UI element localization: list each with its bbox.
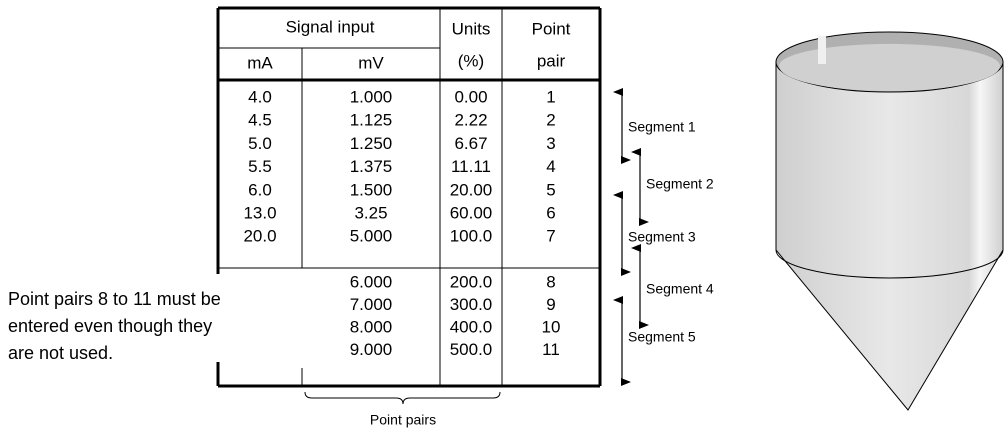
cell: 5.000 <box>350 227 393 246</box>
cell: 5 <box>546 180 555 199</box>
brace-label: Point pairs <box>370 412 436 428</box>
segment-label: Segment 3 <box>628 229 696 245</box>
header: Signal input <box>286 17 375 36</box>
header: pair <box>537 51 566 70</box>
cell: 11 <box>542 340 560 359</box>
cell: 100.0 <box>450 227 493 246</box>
cell: 5.0 <box>248 134 272 153</box>
cell: 3.25 <box>354 203 387 222</box>
cell: 4.0 <box>248 87 272 106</box>
cell: 7.000 <box>350 295 393 314</box>
cell: 1.125 <box>350 111 393 130</box>
cell: 8 <box>546 272 555 291</box>
table-frame <box>216 6 602 388</box>
cell: 60.00 <box>450 203 493 222</box>
segment-label: Segment 5 <box>628 329 696 345</box>
cell: 7 <box>546 227 555 246</box>
segment-label: Segment 4 <box>646 281 714 297</box>
cell: 2 <box>546 111 555 130</box>
cell: 1 <box>546 87 555 106</box>
header: Units <box>452 19 491 38</box>
cell: 0.00 <box>454 87 487 106</box>
cell: 6.0 <box>248 180 272 199</box>
cell: 10 <box>542 317 561 336</box>
note: Point pairs 8 to 11 must be <box>8 289 221 309</box>
segment-label: Segment 1 <box>628 119 696 135</box>
cell: 2.22 <box>454 111 487 130</box>
cell: 300.0 <box>450 295 493 314</box>
cell: 5.5 <box>248 157 272 176</box>
cell: 500.0 <box>450 340 493 359</box>
note: are not used. <box>8 343 113 363</box>
tank <box>775 31 1004 411</box>
cell: 6.67 <box>454 134 487 153</box>
cell: 9.000 <box>350 340 393 359</box>
header: Point <box>532 19 571 38</box>
cell: 200.0 <box>450 272 493 291</box>
cell: 4 <box>546 157 555 176</box>
cell: 400.0 <box>450 317 493 336</box>
header: mA <box>247 53 273 72</box>
cell: 11.11 <box>451 157 491 176</box>
note: entered even though they <box>8 316 212 336</box>
cell: 1.000 <box>350 87 393 106</box>
cell: 20.00 <box>450 180 493 199</box>
cell: 6.000 <box>350 272 393 291</box>
cell: 3 <box>546 134 555 153</box>
cell: 1.500 <box>350 180 393 199</box>
cell: 20.0 <box>243 227 276 246</box>
cell: 1.375 <box>350 157 393 176</box>
brace <box>304 391 501 405</box>
header: mV <box>358 53 384 72</box>
cell: 6 <box>546 203 555 222</box>
header: (%) <box>458 51 484 70</box>
cell: 9 <box>546 295 555 314</box>
cell: 13.0 <box>243 203 276 222</box>
cell: 8.000 <box>350 317 393 336</box>
cell: 4.5 <box>248 111 272 130</box>
cell: 1.250 <box>350 134 393 153</box>
segment-label: Segment 2 <box>646 176 714 192</box>
